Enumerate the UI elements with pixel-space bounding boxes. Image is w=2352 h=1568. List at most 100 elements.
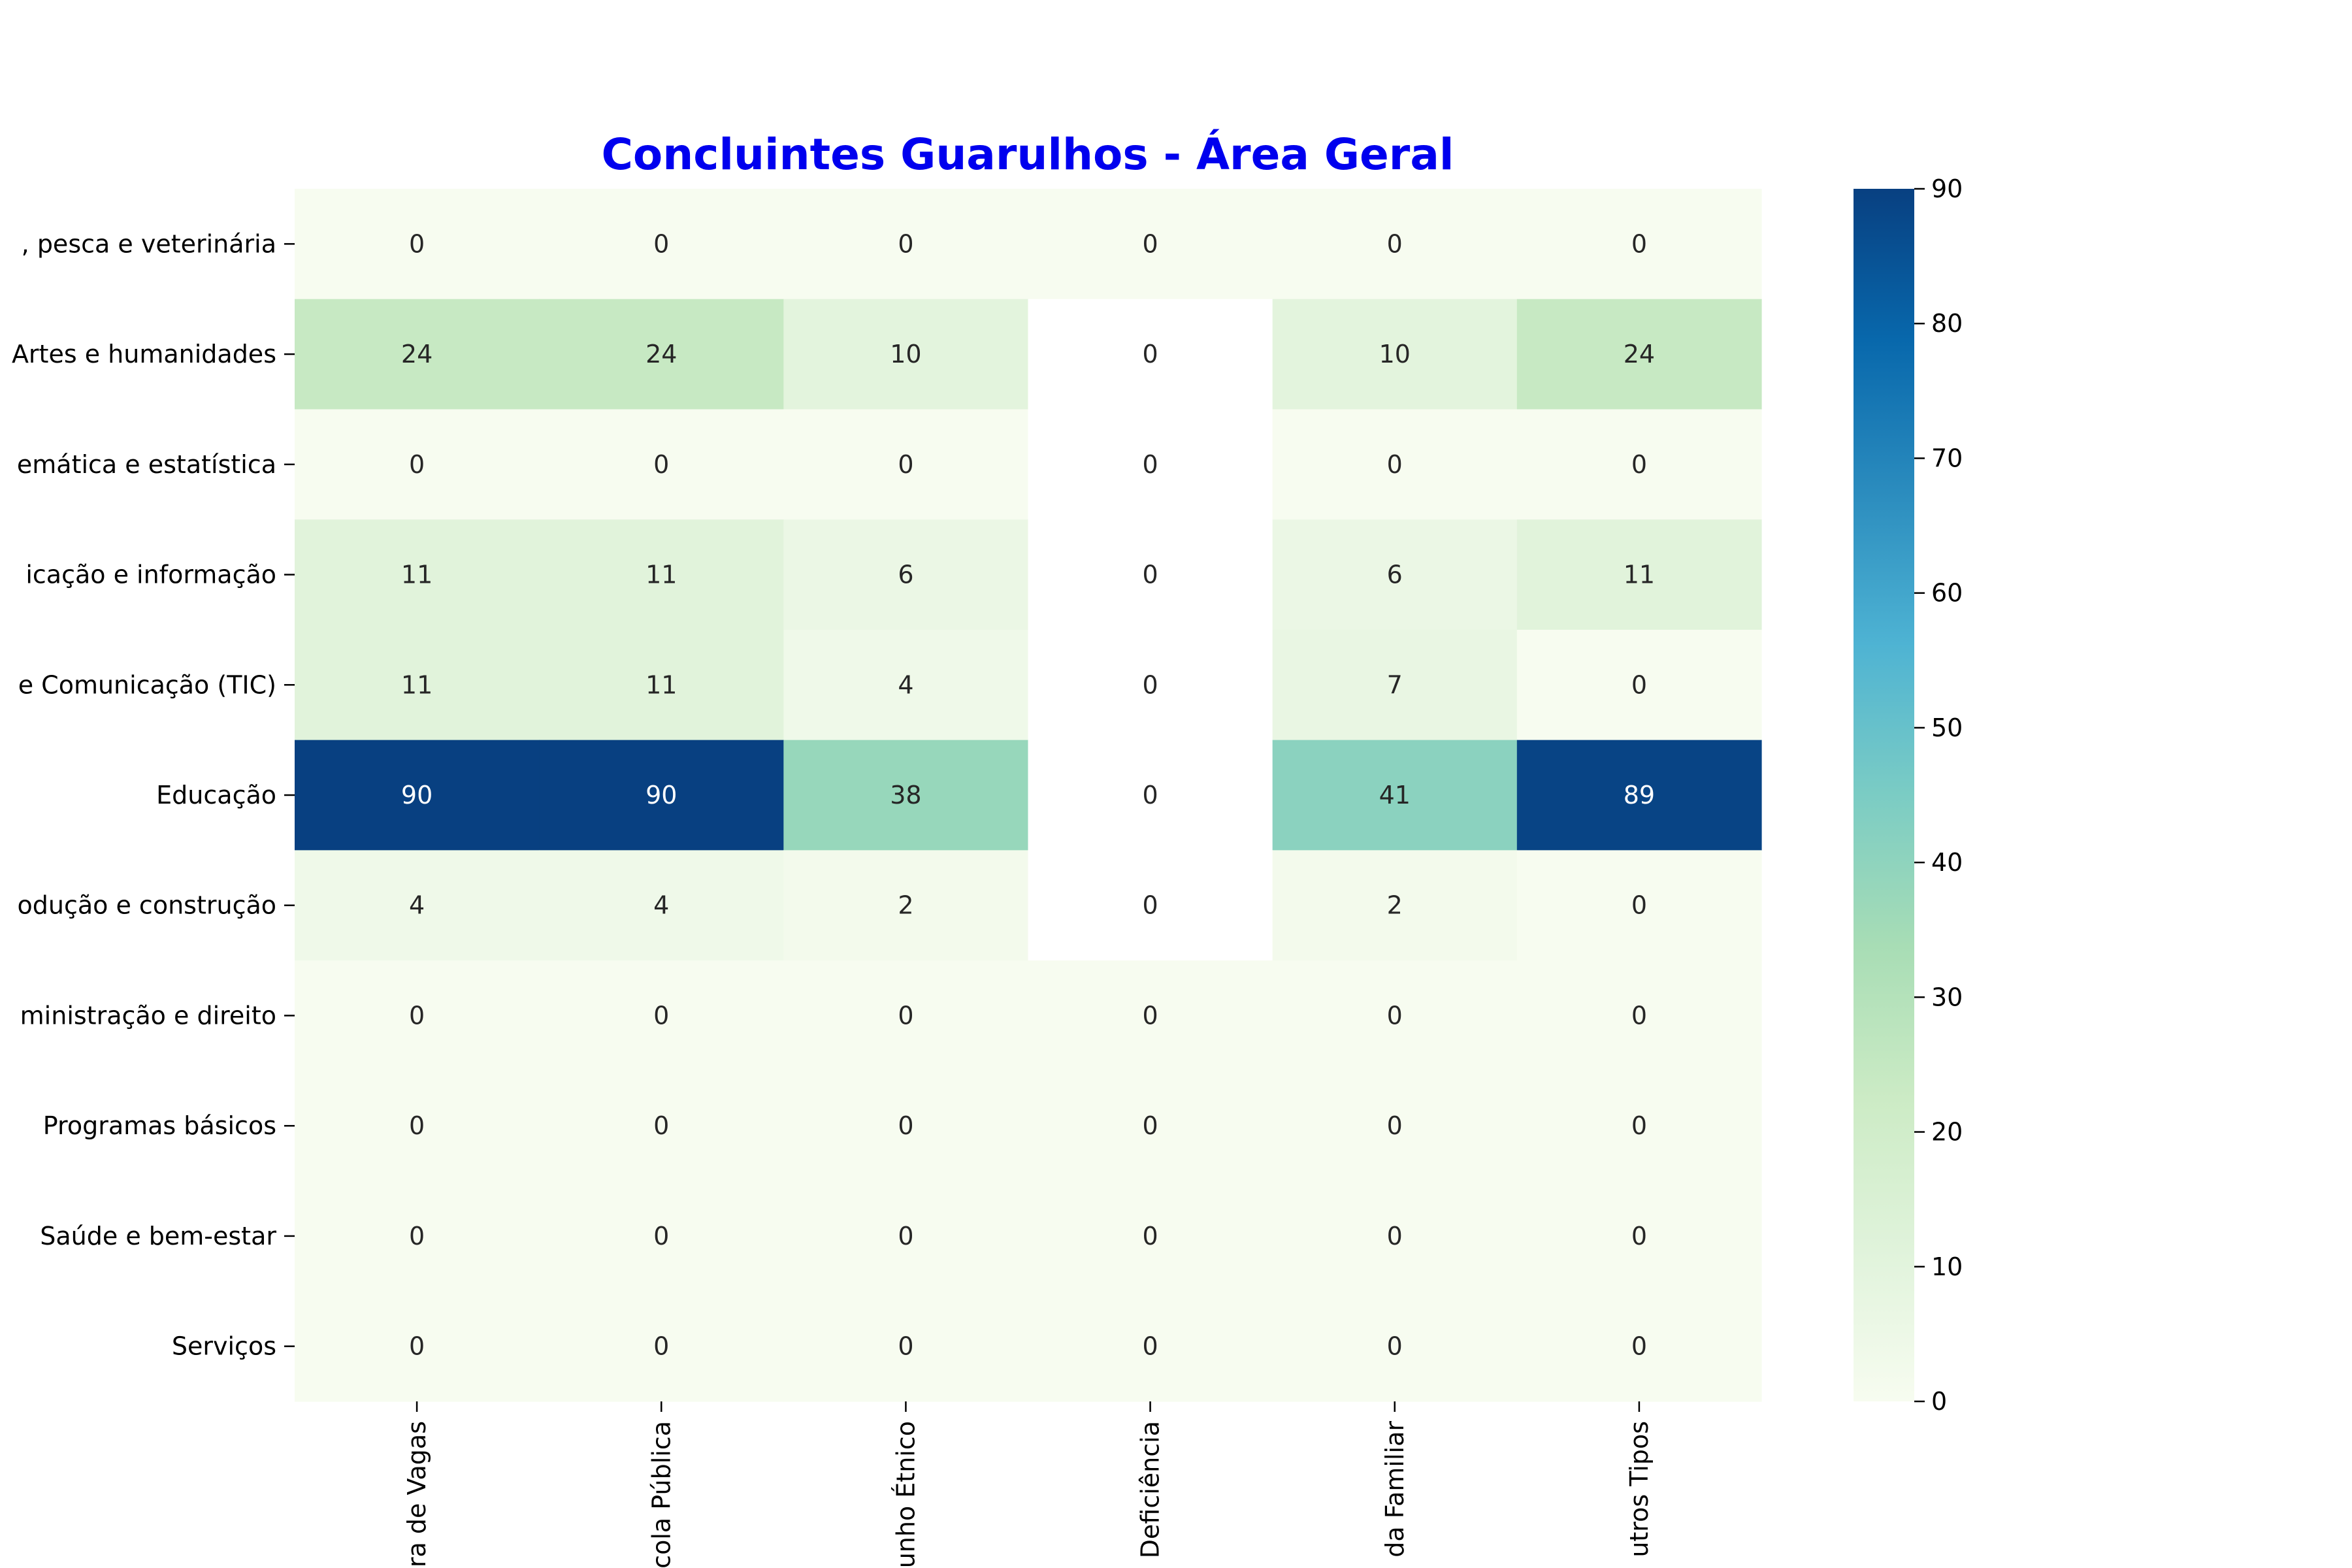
cell-value-label: 11 — [401, 561, 433, 589]
y-tick-label: e Comunicação (TIC) — [18, 670, 276, 699]
heatmap-cell — [1516, 409, 1762, 520]
heatmap-cell — [1516, 1181, 1762, 1292]
cell-value-label: 0 — [409, 1001, 425, 1030]
heatmap-cell — [1272, 960, 1518, 1071]
cell-value-label: 0 — [1142, 670, 1158, 699]
y-tick-label: Educação — [156, 781, 276, 809]
cell-value-label: 0 — [653, 229, 669, 258]
heatmap-cell — [539, 1181, 784, 1292]
heatmap-cell — [1272, 740, 1518, 851]
heatmap-cell — [539, 409, 784, 520]
heatmap-cell — [1516, 189, 1762, 300]
heatmap-cell — [1516, 850, 1762, 961]
cell-value-label: 0 — [1631, 1222, 1647, 1250]
y-tick-label: ministração e direito — [20, 1001, 276, 1030]
heatmap-cell — [1516, 960, 1762, 1071]
cell-value-label: 0 — [1142, 340, 1158, 368]
x-tick-label: Deficiência — [1136, 1421, 1165, 1558]
colorbar-tick-label: 70 — [1931, 444, 1963, 472]
cell-value-label: 0 — [898, 1001, 913, 1030]
heatmap-cell — [539, 850, 784, 961]
heatmap-cell — [295, 409, 540, 520]
cell-value-label: 0 — [1631, 1001, 1647, 1030]
y-tick-label: Artes e humanidades — [12, 340, 276, 368]
heatmap-cell — [1516, 1291, 1762, 1402]
cell-value-label: 0 — [1631, 450, 1647, 479]
heatmap-cell — [1516, 519, 1762, 630]
heatmap-cell — [783, 409, 1029, 520]
cell-value-label: 0 — [409, 1332, 425, 1361]
heatmap-cell — [295, 519, 540, 630]
heatmap-cell — [539, 740, 784, 851]
cell-value-label: 89 — [1624, 781, 1655, 809]
heatmap-cell — [295, 629, 540, 741]
cell-value-label: 0 — [1631, 1332, 1647, 1361]
heatmap-cell — [1028, 519, 1273, 630]
colorbar-tick-label: 30 — [1931, 983, 1963, 1011]
x-tick-label: da Familiar — [1380, 1421, 1409, 1558]
cell-value-label: 0 — [653, 450, 669, 479]
cell-value-label: 0 — [898, 1111, 913, 1140]
cell-value-label: 24 — [1624, 340, 1655, 368]
heatmap-cell — [783, 850, 1029, 961]
heatmap-cell — [295, 740, 540, 851]
colorbar-tick-label: 60 — [1931, 579, 1963, 608]
heatmap-cell — [1272, 1181, 1518, 1292]
cell-value-label: 11 — [1624, 561, 1655, 589]
cell-value-label: 0 — [1142, 1001, 1158, 1030]
x-axis: ra de Vagas cola Pública unho Étnico Defici… — [402, 1401, 1654, 1568]
cell-value-label: 11 — [645, 670, 677, 699]
heatmap-cell — [295, 299, 540, 410]
heatmap-cell — [539, 629, 784, 741]
cell-value-label: 0 — [1631, 229, 1647, 258]
heatmap-cell — [295, 1070, 540, 1182]
cell-value-label: 0 — [1631, 891, 1647, 920]
cell-value-label: 24 — [401, 340, 433, 368]
cell-value-label: 0 — [1387, 1332, 1403, 1361]
cell-value-label: 10 — [1379, 340, 1411, 368]
heatmap-cell — [295, 1291, 540, 1402]
heatmap-cell — [539, 299, 784, 410]
cell-value-label: 0 — [1631, 1111, 1647, 1140]
cell-value-label: 0 — [1387, 450, 1403, 479]
x-tick-label: cola Pública — [647, 1421, 676, 1568]
heatmap-cell — [1272, 299, 1518, 410]
colorbar-tick-label: 80 — [1931, 309, 1963, 338]
cell-value-label: 0 — [1142, 450, 1158, 479]
x-tick-label: ra de Vagas — [402, 1421, 431, 1567]
heatmap-cell — [783, 1181, 1029, 1292]
cell-value-label: 41 — [1379, 781, 1411, 809]
colorbar-tick-label: 50 — [1931, 713, 1963, 742]
heatmap-cell — [1272, 519, 1518, 630]
cell-value-label: 0 — [653, 1111, 669, 1140]
y-tick-label: icação e informação — [25, 561, 276, 589]
colorbar-tick-label: 90 — [1931, 174, 1963, 203]
cell-value-label: 38 — [890, 781, 921, 809]
heatmap-cell — [1028, 629, 1273, 741]
cell-value-label: 4 — [409, 891, 425, 920]
heatmap-cell — [783, 1291, 1029, 1402]
cell-value-label: 0 — [1142, 891, 1158, 920]
heatmap-cell — [1272, 409, 1518, 520]
heatmap-cell — [1028, 1181, 1273, 1292]
heatmap-cell — [783, 519, 1029, 630]
heatmap-cell — [1028, 1070, 1273, 1182]
heatmap-cell — [783, 189, 1029, 300]
heatmap-cell — [1272, 629, 1518, 741]
colorbar-gradient — [1854, 189, 1914, 1401]
cell-value-label: 10 — [890, 340, 921, 368]
cell-value-label: 0 — [898, 229, 913, 258]
heatmap-cell — [539, 1070, 784, 1182]
heatmap-cell — [1272, 1291, 1518, 1402]
cell-value-label: 6 — [898, 561, 913, 589]
heatmap-cell — [1516, 740, 1762, 851]
cell-value-label: 0 — [653, 1222, 669, 1250]
heatmap-cell — [539, 189, 784, 300]
cell-value-label: 0 — [1142, 561, 1158, 589]
cell-value-label: 0 — [1142, 781, 1158, 809]
heatmap-cell — [295, 960, 540, 1071]
heatmap-cell — [295, 850, 540, 961]
cell-value-label: 0 — [1142, 1222, 1158, 1250]
cell-value-label: 0 — [898, 450, 913, 479]
